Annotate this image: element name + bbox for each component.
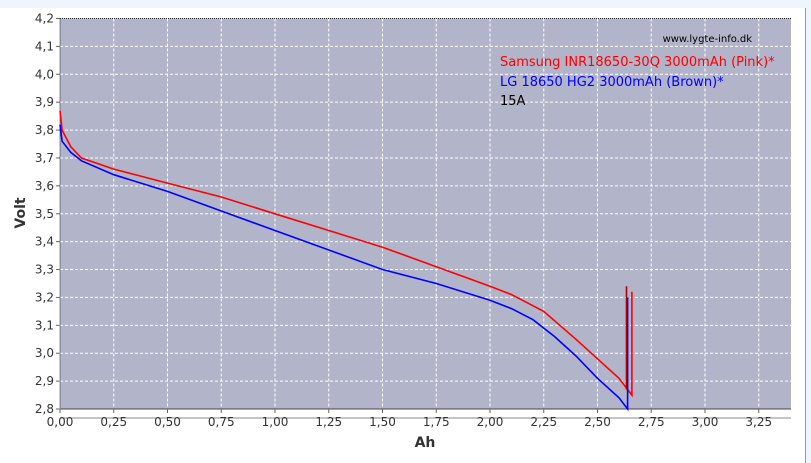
y-tick-label: 4,1 bbox=[35, 39, 54, 53]
x-tick-label: 2,75 bbox=[638, 415, 665, 429]
x-tick-label: 2,25 bbox=[530, 415, 557, 429]
x-tick-label: 0,25 bbox=[100, 415, 127, 429]
y-tick-label: 3,0 bbox=[35, 346, 54, 360]
y-tick-label: 4,2 bbox=[35, 12, 54, 26]
x-tick-label: 2,00 bbox=[477, 415, 504, 429]
x-tick-label: 2,50 bbox=[584, 415, 611, 429]
x-axis-label: Ah bbox=[415, 435, 436, 451]
x-ticks: 0,00 0,25 0,50 0,75 1,00 1,25 1,50 1,75 2,00 2,25… bbox=[47, 409, 772, 429]
x-tick-label: 0,50 bbox=[154, 415, 181, 429]
y-tick-label: 3,9 bbox=[35, 95, 54, 109]
y-tick-label: 2,9 bbox=[35, 374, 54, 388]
series-lines bbox=[59, 110, 633, 412]
watermark: www.lygte-info.dk bbox=[663, 34, 753, 45]
y-tick-label: 3,7 bbox=[35, 151, 54, 165]
x-tick-label: 1,00 bbox=[262, 415, 289, 429]
y-tick-label: 3,5 bbox=[35, 207, 54, 221]
legend-entry-1: LG 18650 HG2 3000mAh (Brown)* bbox=[500, 75, 724, 90]
y-tick-label: 3,8 bbox=[35, 123, 54, 137]
legend-entry-0: Samsung INR18650-30Q 3000mAh (Pink)* bbox=[500, 55, 775, 70]
y-axis-label: Volt bbox=[13, 197, 29, 228]
x-tick-label: 1,75 bbox=[423, 415, 450, 429]
y-tick-label: 4,0 bbox=[35, 67, 54, 81]
x-tick-label: 1,25 bbox=[315, 415, 342, 429]
y-tick-label: 3,3 bbox=[35, 263, 54, 277]
y-tick-label: 3,6 bbox=[35, 179, 54, 193]
x-tick-label: 3,00 bbox=[692, 415, 719, 429]
annotation: 15A bbox=[500, 94, 526, 109]
grid bbox=[59, 18, 791, 419]
x-tick-label: 0,75 bbox=[208, 415, 235, 429]
y-tick-label: 2,8 bbox=[35, 402, 54, 416]
x-tick-label: 0,00 bbox=[47, 415, 74, 429]
x-tick-label: 3,25 bbox=[745, 415, 772, 429]
x-tick-label: 1,50 bbox=[369, 415, 396, 429]
y-ticks: 2,8 2,9 3,0 3,1 3,2 3,3 3,4 3,5 3,6 3,7 3,8 3,9 4,0 4… bbox=[35, 12, 60, 416]
series-line-0 bbox=[59, 110, 633, 398]
series-line-1 bbox=[59, 124, 629, 412]
y-tick-label: 3,2 bbox=[35, 290, 54, 304]
y-tick-label: 3,1 bbox=[35, 318, 54, 332]
y-tick-label: 3,4 bbox=[35, 235, 54, 249]
